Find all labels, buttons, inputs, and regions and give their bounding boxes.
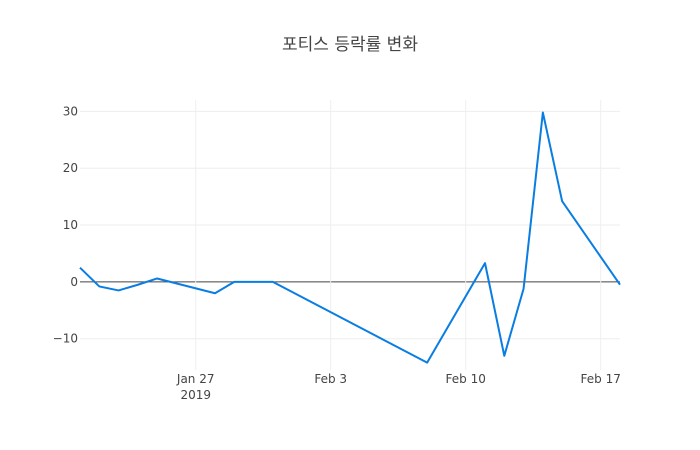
y-tick-label: 20 xyxy=(63,161,78,175)
y-tick-label: 10 xyxy=(63,218,78,232)
chart-title: 포티스 등락률 변화 xyxy=(282,35,418,55)
y-tick-label: −10 xyxy=(53,332,78,346)
x-tick-label: Feb 17 xyxy=(581,372,621,386)
x-tick-sublabel: 2019 xyxy=(180,388,211,402)
x-tick-label: Jan 27 xyxy=(176,372,215,386)
series-line xyxy=(79,111,621,364)
x-tick-label: Feb 3 xyxy=(314,372,347,386)
x-tick-label: Feb 10 xyxy=(446,372,486,386)
y-tick-label: 30 xyxy=(63,104,78,118)
y-tick-label: 0 xyxy=(70,275,78,289)
axis-ticks: −10 0 10 20 30 Jan 27 2019 Feb 3 Feb 10 Feb 17 xyxy=(53,104,621,402)
series-layer xyxy=(79,111,621,364)
